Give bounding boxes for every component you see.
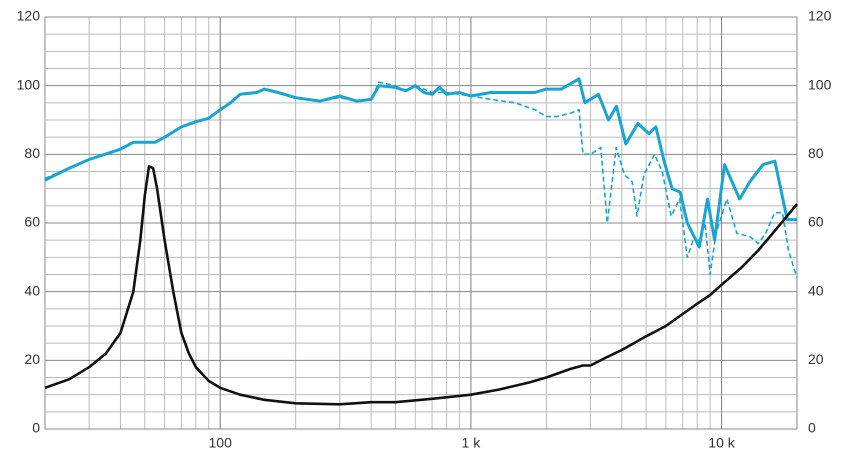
y2-tick-label: 0 xyxy=(808,420,816,436)
x-tick-label: 10 k xyxy=(708,435,735,451)
y2-tick-label: 120 xyxy=(808,8,832,24)
y2-tick-label: 80 xyxy=(808,145,824,161)
y-tick-label: 80 xyxy=(24,145,40,161)
y2-tick-label: 60 xyxy=(808,214,824,230)
y-tick-label: 60 xyxy=(24,214,40,230)
y2-tick-label: 40 xyxy=(808,282,824,298)
y-tick-label: 120 xyxy=(17,8,41,24)
series-line xyxy=(44,165,798,406)
series-line xyxy=(44,77,797,249)
y-tick-label: 40 xyxy=(24,282,40,298)
x-tick-label: 1 k xyxy=(462,435,482,451)
y2-tick-label: 20 xyxy=(808,351,824,367)
x-tick-label: 100 xyxy=(209,435,233,451)
y-tick-label: 100 xyxy=(17,76,41,92)
y-tick-label: 0 xyxy=(32,420,40,436)
y2-tick-label: 100 xyxy=(808,76,832,92)
y-tick-label: 20 xyxy=(24,351,40,367)
series-line xyxy=(44,81,798,279)
